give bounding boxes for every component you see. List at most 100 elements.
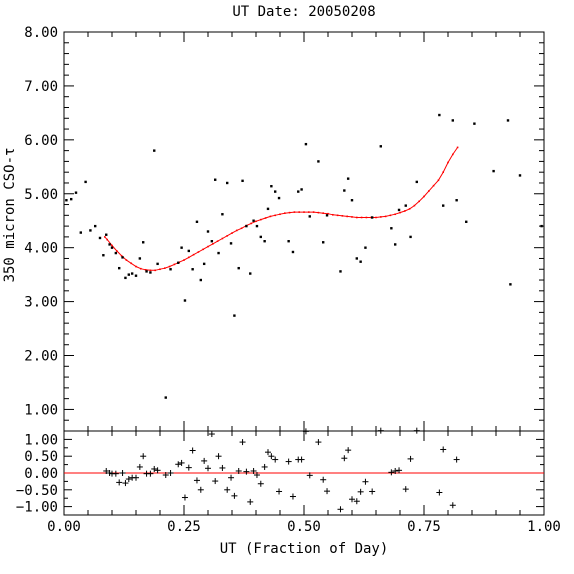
tau-point	[105, 233, 108, 236]
fit-point	[413, 204, 416, 207]
tau-point	[94, 224, 97, 228]
tau-point	[74, 191, 78, 194]
residual-point	[119, 470, 126, 476]
tau-point	[164, 396, 167, 399]
residual-point	[167, 470, 174, 476]
fit-point	[312, 211, 315, 213]
residual-point	[257, 480, 264, 487]
fit-point	[188, 256, 190, 259]
x-tick-label: 0.00	[47, 519, 81, 535]
fit-point	[384, 215, 387, 218]
tau-point	[241, 179, 244, 183]
residual-point	[147, 470, 154, 477]
tau-point	[277, 196, 281, 200]
x-tick-label: 0.50	[287, 519, 321, 535]
fit-point	[327, 212, 329, 215]
main-y-tick-labels: 1.00 2.00 3.00 4.00 5.00 6.00 7.00 8.00	[24, 25, 58, 418]
x-tick-label: 0.75	[407, 519, 441, 535]
main-y-tick-label: 4.00	[24, 241, 58, 257]
fit-point	[317, 211, 320, 214]
chart-title: UT Date: 20050208	[232, 4, 375, 20]
tau-point	[149, 271, 152, 274]
tau-point	[518, 174, 522, 177]
residual-point	[208, 431, 215, 438]
residual-point	[185, 464, 192, 471]
residual-points	[103, 427, 460, 513]
fit-point	[264, 217, 267, 219]
tau-point	[390, 227, 393, 230]
fit-point	[140, 267, 142, 270]
tau-point	[206, 230, 210, 233]
tau-point	[233, 314, 236, 317]
residual-point	[162, 472, 169, 479]
res-y-tick-label: 1.00	[24, 432, 58, 448]
tau-point	[229, 242, 233, 245]
fit-point	[303, 211, 305, 213]
fit-point	[360, 216, 363, 219]
fit-point	[380, 216, 382, 218]
main-y-tick-label: 7.00	[24, 79, 58, 95]
x-tick-labels: 0.00 0.25 0.50 0.75 1.00	[47, 519, 561, 535]
residual-point	[265, 449, 271, 456]
residual-point	[396, 467, 403, 474]
fit-point	[144, 268, 147, 271]
main-y-tick-label: 5.00	[24, 187, 58, 203]
tau-point	[409, 235, 412, 239]
fit-point	[236, 229, 238, 232]
tau-point	[134, 274, 138, 277]
residual-point	[407, 455, 414, 462]
residual-point	[453, 456, 460, 463]
tau-point	[492, 169, 495, 173]
residual-point	[324, 488, 331, 495]
tau-point	[214, 178, 217, 181]
tau-point	[187, 249, 190, 253]
residual-point	[250, 467, 257, 474]
tau-point	[415, 180, 418, 184]
residual-point	[341, 455, 348, 462]
main-y-tick-label: 1.00	[24, 402, 58, 418]
tau-point	[394, 243, 397, 246]
residual-point	[201, 457, 208, 464]
tau-point	[346, 177, 350, 180]
fit-point	[106, 238, 108, 241]
residual-point	[103, 467, 110, 474]
fit-point	[284, 212, 286, 214]
residual-point	[125, 476, 132, 483]
fit-point	[394, 213, 396, 216]
residual-point	[302, 428, 309, 435]
fit-point	[226, 235, 228, 237]
residual-point	[289, 493, 296, 500]
tau-point	[364, 246, 367, 249]
tau-point	[180, 246, 183, 249]
residual-point	[136, 463, 143, 470]
tau-point	[255, 224, 259, 228]
residual-point	[212, 478, 219, 485]
residual-point	[402, 486, 409, 493]
tau-point	[202, 262, 206, 266]
tau-point	[156, 262, 159, 266]
residual-point	[175, 461, 182, 468]
tau-point	[221, 213, 224, 216]
fit-point	[197, 251, 200, 253]
residual-point	[285, 458, 292, 465]
fit-point	[154, 269, 156, 272]
tau-point	[84, 180, 87, 184]
tau-point	[291, 250, 295, 254]
fit-point	[341, 215, 344, 217]
tau-point	[252, 219, 255, 222]
tau-point	[191, 268, 194, 271]
tau-point	[124, 276, 127, 280]
residual-point	[151, 465, 158, 472]
fit-point	[104, 236, 106, 238]
residual-point	[315, 439, 322, 446]
residual-point	[392, 467, 399, 474]
residual-point	[337, 506, 344, 513]
tau-point	[287, 240, 290, 243]
fit-point	[432, 184, 435, 187]
tau-point	[274, 190, 277, 193]
tau-point	[121, 256, 124, 259]
y-axis-label: 350 micron CSO-τ	[2, 148, 18, 283]
tau-point	[343, 189, 346, 192]
main-y-tick-label: 2.00	[24, 349, 58, 365]
fit-point	[260, 218, 262, 221]
